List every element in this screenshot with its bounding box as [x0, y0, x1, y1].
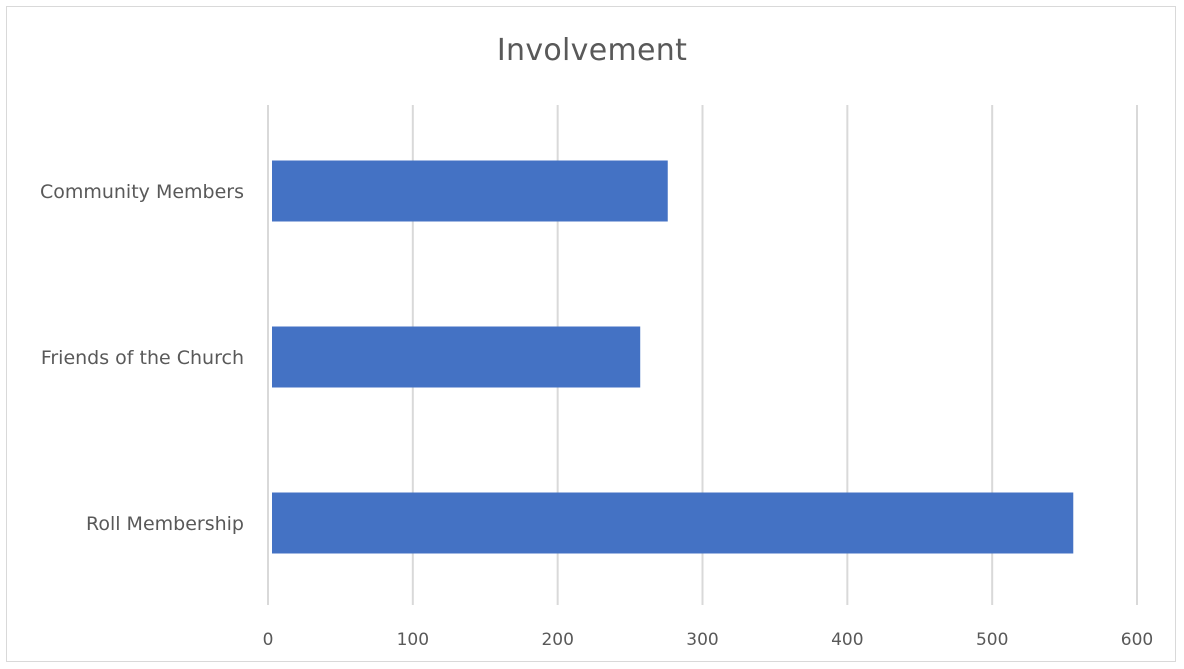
category-label: Community Members: [40, 181, 244, 203]
category-label: Roll Membership: [86, 513, 244, 535]
bars: [272, 160, 1074, 554]
chart-title: Involvement: [496, 33, 688, 68]
x-tick-label: 200: [541, 630, 573, 650]
x-tick-label: 100: [397, 630, 429, 650]
x-tick-labels: 0 100 200 300 400 500 600: [263, 630, 1154, 650]
bar-friends-of-the-church: [272, 326, 641, 388]
x-tick-label: 500: [976, 630, 1008, 650]
category-labels: Community Members Friends of the Church Ro…: [40, 181, 244, 535]
x-tick-label: 600: [1121, 630, 1153, 650]
x-tick-label: 400: [831, 630, 863, 650]
x-tick-label: 0: [263, 630, 274, 650]
bar-community-members: [272, 160, 668, 222]
x-tick-label: 300: [686, 630, 718, 650]
bar-roll-membership: [272, 492, 1074, 554]
category-label: Friends of the Church: [41, 347, 244, 369]
